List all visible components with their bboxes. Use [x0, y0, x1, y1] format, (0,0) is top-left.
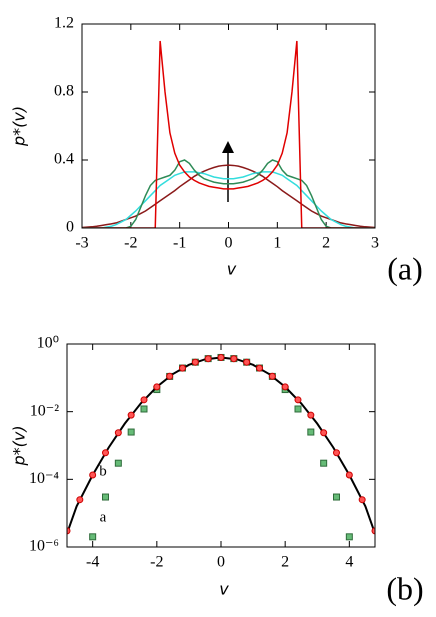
point	[294, 396, 302, 404]
line	[82, 159, 375, 228]
point	[230, 355, 238, 363]
line	[82, 164, 375, 228]
x-tick-label: 2	[281, 554, 289, 571]
point	[358, 496, 366, 504]
point	[114, 429, 122, 437]
x-tick-label: 4	[345, 554, 353, 571]
point	[89, 471, 97, 479]
point	[268, 372, 276, 380]
point	[294, 405, 302, 413]
x-tick-label: 2	[322, 235, 330, 252]
line	[67, 356, 375, 534]
x-tick-label: 3	[371, 235, 379, 252]
point	[256, 364, 263, 372]
x-tick-label: -3	[75, 235, 88, 252]
point	[153, 383, 161, 391]
point	[345, 471, 353, 479]
x-tick-label: 1	[273, 235, 281, 252]
point	[127, 428, 135, 436]
line	[82, 40, 375, 228]
x-tick-label: -1	[173, 235, 186, 252]
x-axis-label: v	[219, 580, 229, 599]
x-tick-label: -2	[124, 235, 137, 252]
plot-frame	[66, 343, 376, 548]
point	[127, 411, 135, 419]
point	[191, 358, 199, 366]
y-axis-label: p*(v)	[10, 425, 29, 466]
point	[179, 364, 186, 372]
y-tick-label: 0.4	[54, 151, 74, 168]
annotation: a	[100, 509, 107, 525]
point	[89, 533, 97, 541]
point	[114, 459, 122, 467]
annotation: b	[99, 463, 107, 479]
panel-label: (a)	[387, 250, 423, 286]
panel-label: (b)	[386, 570, 423, 606]
y-tick-label: 10⁻⁴	[29, 470, 59, 487]
point	[333, 449, 340, 457]
y-tick-label: 10⁻²	[30, 402, 59, 419]
y-tick-label: 10⁻⁶	[29, 538, 59, 555]
point	[140, 405, 148, 413]
point	[76, 496, 84, 504]
point	[281, 383, 289, 391]
y-tick-label: 1.2	[54, 15, 74, 32]
line	[82, 171, 375, 228]
x-tick-label: -2	[150, 554, 163, 571]
point	[307, 411, 315, 419]
point	[217, 354, 225, 362]
point	[333, 493, 340, 501]
y-axis-label: p*(v)	[10, 106, 29, 147]
point	[67, 527, 71, 535]
point	[204, 355, 212, 363]
point	[102, 449, 109, 457]
x-tick-label: 0	[217, 554, 225, 571]
point	[243, 358, 251, 366]
plot-frame	[81, 23, 376, 229]
point	[371, 527, 375, 535]
x-tick-label: 0	[225, 235, 233, 252]
x-tick-label: -4	[86, 554, 99, 571]
point	[320, 459, 328, 467]
y-tick-label: 10⁰	[37, 335, 59, 352]
point	[307, 428, 315, 436]
point	[140, 396, 148, 404]
point	[345, 533, 353, 541]
point	[166, 372, 174, 380]
point	[320, 429, 328, 437]
point	[102, 493, 109, 501]
y-tick-label: 0.8	[54, 83, 74, 100]
y-tick-label: 0	[66, 219, 74, 236]
x-axis-label: v	[227, 260, 237, 279]
